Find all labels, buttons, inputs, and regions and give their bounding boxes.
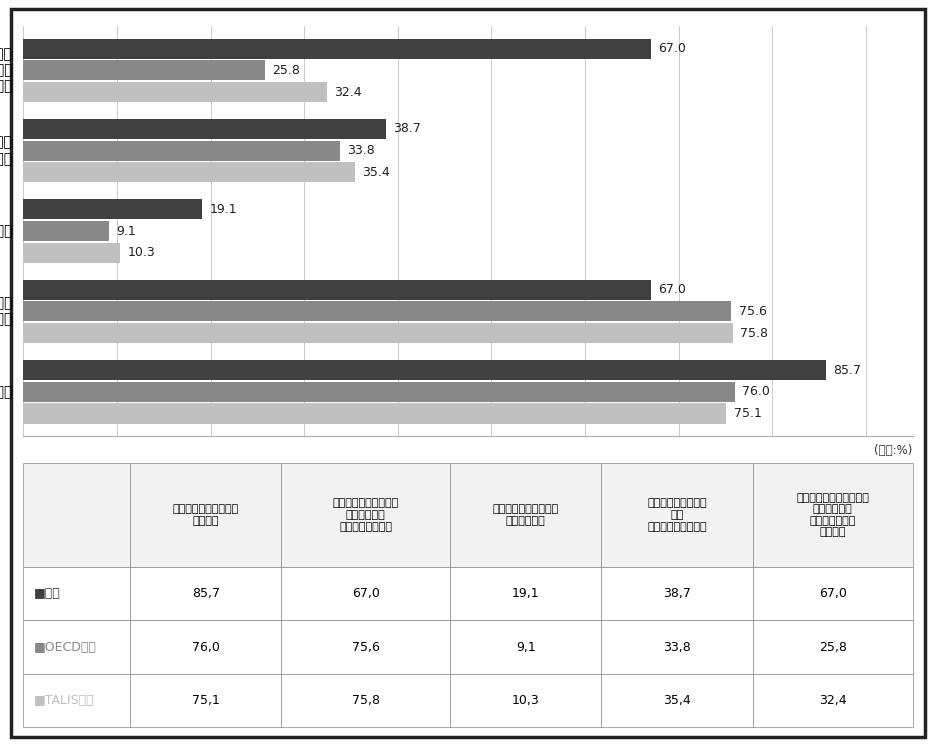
Bar [23, 141, 340, 160]
Text: 76.0: 76.0 [742, 385, 770, 398]
Bar [23, 119, 386, 139]
Bar [23, 163, 355, 183]
Text: 75.6: 75.6 [739, 305, 767, 318]
Bar [23, 301, 731, 322]
Bar [23, 382, 735, 402]
Bar [23, 221, 109, 241]
Text: 9.1: 9.1 [116, 225, 136, 237]
Text: 32.4: 32.4 [334, 86, 362, 98]
Bar [23, 360, 826, 380]
Bar [23, 280, 651, 300]
Text: 67.0: 67.0 [658, 42, 686, 55]
Text: 67.0: 67.0 [658, 283, 686, 296]
Text: (단위:%): (단위:%) [874, 444, 913, 457]
Text: 75.1: 75.1 [734, 407, 762, 420]
Text: 75.8: 75.8 [740, 327, 768, 339]
Text: 35.4: 35.4 [362, 166, 390, 179]
Bar [23, 323, 733, 343]
Text: 19.1: 19.1 [210, 203, 238, 216]
Bar [23, 242, 120, 263]
Bar [23, 39, 651, 59]
Bar [23, 404, 726, 424]
Text: 38.7: 38.7 [393, 122, 421, 136]
Bar [23, 82, 327, 102]
Bar [23, 60, 265, 81]
Text: 10.3: 10.3 [127, 246, 155, 259]
Text: 85.7: 85.7 [833, 363, 861, 377]
Bar [23, 199, 202, 219]
Text: 25.8: 25.8 [272, 64, 300, 77]
Text: 33.8: 33.8 [347, 144, 375, 157]
